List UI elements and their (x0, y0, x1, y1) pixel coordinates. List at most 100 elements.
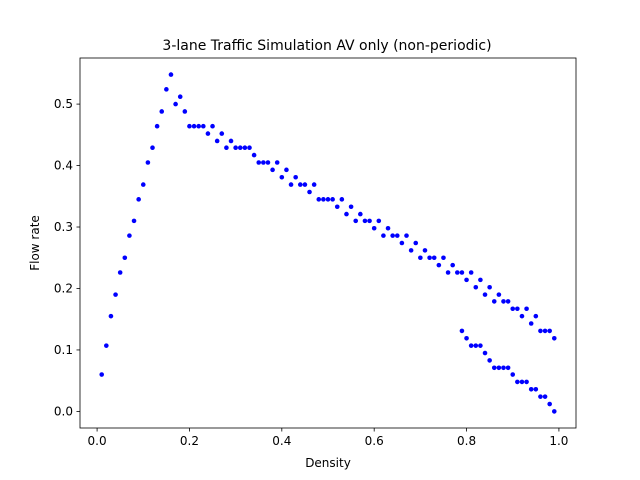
data-point (459, 270, 465, 275)
data-point (538, 394, 543, 399)
data-point (381, 233, 386, 238)
data-point (431, 255, 437, 261)
data-point (404, 233, 409, 238)
data-point (390, 233, 395, 238)
data-point (339, 197, 345, 202)
data-point (311, 182, 317, 187)
data-point (113, 292, 118, 297)
data-point (542, 328, 548, 334)
data-point (487, 284, 492, 290)
data-point (408, 248, 414, 253)
data-point (177, 94, 183, 100)
data-point (279, 174, 285, 180)
data-point (515, 379, 520, 385)
x-tick-label: 0.2 (180, 434, 199, 448)
data-point (353, 218, 359, 224)
x-axis: 0.0 0.2 0.4 0.6 0.8 1.0 (88, 428, 568, 448)
data-point (284, 167, 289, 173)
data-points (99, 72, 557, 414)
data-point (288, 182, 294, 187)
data-point (219, 131, 225, 136)
x-tick-label: 0.8 (457, 434, 476, 448)
data-point (367, 218, 372, 224)
data-point (228, 138, 234, 144)
data-point (468, 343, 474, 348)
data-point (464, 335, 469, 341)
data-point (201, 123, 206, 129)
chart-title: 3-lane Traffic Simulation AV only (non-p… (162, 38, 491, 54)
data-point (182, 109, 188, 114)
x-tick-label: 0.0 (88, 434, 107, 448)
data-point (468, 270, 474, 275)
data-point (533, 386, 539, 392)
data-point (237, 145, 243, 151)
data-point (191, 123, 197, 129)
data-point (441, 255, 446, 261)
data-point (501, 365, 506, 371)
data-point (371, 225, 377, 231)
y-tick-label: 0.4 (54, 159, 73, 173)
data-point (261, 160, 266, 165)
y-tick-label: 0.5 (54, 97, 73, 111)
data-point (233, 145, 238, 151)
data-point (496, 292, 502, 297)
data-point (173, 101, 178, 107)
data-point (551, 335, 557, 341)
data-point (528, 321, 534, 326)
data-point (450, 262, 455, 268)
data-point (505, 299, 511, 304)
data-point (251, 152, 257, 158)
data-point (99, 372, 105, 377)
data-point (547, 328, 552, 334)
data-point (422, 248, 428, 253)
data-point (418, 255, 423, 261)
y-tick-label: 0.3 (54, 220, 73, 234)
data-point (316, 197, 322, 202)
data-point (297, 182, 303, 187)
data-point (427, 255, 432, 261)
data-point (362, 218, 368, 224)
data-point (205, 131, 211, 136)
data-point (510, 372, 516, 377)
data-point (547, 401, 552, 407)
data-point (445, 270, 451, 275)
data-point (196, 123, 201, 129)
data-point (293, 174, 298, 180)
data-point (224, 145, 229, 151)
data-point (307, 189, 312, 195)
data-point (104, 343, 109, 348)
data-point (274, 160, 280, 165)
data-point (325, 197, 331, 202)
data-point (505, 365, 511, 371)
data-point (482, 350, 488, 356)
data-point (473, 284, 479, 290)
data-point (459, 328, 465, 334)
data-point (159, 109, 165, 114)
data-point (136, 197, 141, 202)
data-point (140, 182, 146, 187)
data-point (321, 197, 326, 202)
data-point (399, 240, 405, 246)
data-point (154, 123, 160, 129)
y-tick-label: 0.2 (54, 281, 73, 295)
data-point (413, 240, 419, 246)
data-point (265, 160, 271, 165)
data-point (542, 394, 548, 399)
data-point (330, 197, 335, 202)
data-point (478, 343, 483, 348)
data-point (519, 379, 525, 385)
data-point (122, 255, 128, 261)
data-point (473, 343, 479, 348)
plot-frame (79, 57, 577, 429)
x-axis-label: Density (305, 456, 351, 470)
y-tick-label: 0.1 (54, 343, 73, 357)
x-tick-label: 0.4 (272, 434, 291, 448)
data-point (436, 262, 442, 268)
data-point (127, 233, 132, 238)
data-point (528, 386, 534, 392)
data-point (302, 182, 308, 187)
data-point (464, 277, 469, 283)
data-point (455, 270, 460, 275)
data-point (187, 123, 192, 129)
